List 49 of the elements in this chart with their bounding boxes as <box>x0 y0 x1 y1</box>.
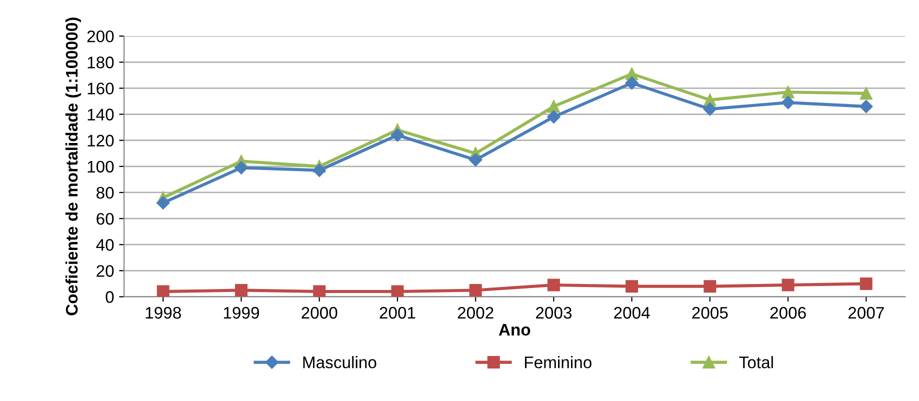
y-tick-label: 100 <box>88 160 114 173</box>
point <box>547 278 560 292</box>
point <box>547 100 560 113</box>
x-tick-label: 1998 <box>146 306 181 319</box>
point <box>704 280 716 293</box>
y-tick-label: 200 <box>87 30 114 42</box>
point <box>156 196 170 210</box>
point <box>860 87 872 100</box>
y-tick-label: 80 <box>96 186 114 199</box>
y-tick-label: 40 <box>96 239 114 251</box>
point <box>781 96 795 110</box>
y-tick-label: 160 <box>88 82 114 94</box>
point <box>390 128 404 142</box>
point <box>234 161 248 174</box>
y-tick-label: 140 <box>88 108 114 120</box>
y-tick-label: 20 <box>96 265 114 277</box>
point <box>312 164 326 177</box>
point <box>156 285 170 297</box>
point <box>468 153 482 166</box>
point <box>860 277 872 290</box>
x-tick-label: 2001 <box>380 306 416 319</box>
legend-label: Masculino <box>303 356 376 368</box>
legend-label: Feminino <box>524 356 592 368</box>
x-tick-label: 2005 <box>692 306 728 319</box>
point <box>625 76 638 90</box>
point <box>234 284 248 296</box>
x-tick-label: 1999 <box>224 306 259 319</box>
y-tick-label: 0 <box>106 291 114 303</box>
legend-label: Total <box>739 356 773 368</box>
y-axis-title: Coeficiente de mortalidade (1:100000) <box>65 18 81 316</box>
point <box>547 110 560 124</box>
point <box>860 100 873 114</box>
point <box>313 285 326 297</box>
x-tick-label: 2007 <box>848 306 884 319</box>
x-tick-label: 2000 <box>302 306 338 319</box>
point <box>391 285 404 297</box>
x-axis-title: Ano <box>498 324 530 336</box>
x-tick-label: 2004 <box>614 306 650 319</box>
point <box>626 280 638 293</box>
x-tick-label: 2002 <box>458 306 494 319</box>
point <box>469 284 482 296</box>
x-tick-label: 2006 <box>770 306 806 319</box>
y-tick-label: 180 <box>88 56 114 68</box>
x-tick-label: 2003 <box>536 306 572 319</box>
y-tick-label: 60 <box>96 212 114 225</box>
point <box>782 278 794 292</box>
point <box>782 86 794 98</box>
y-tick-label: 120 <box>88 134 114 147</box>
point <box>703 102 717 116</box>
